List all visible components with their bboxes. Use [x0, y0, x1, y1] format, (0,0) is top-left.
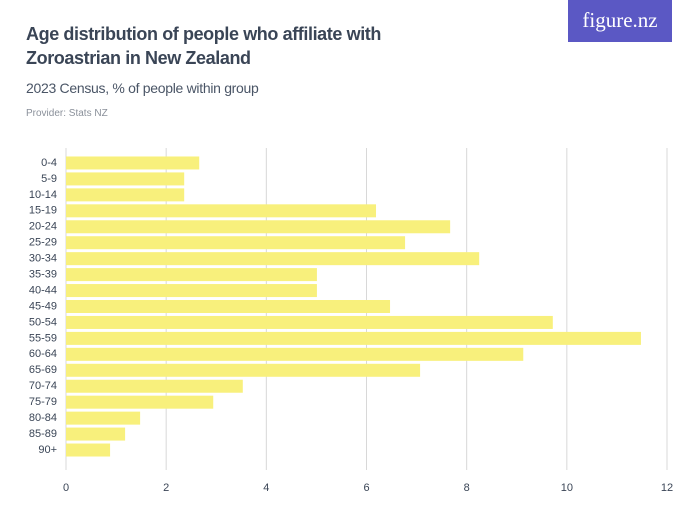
bar	[66, 220, 451, 234]
bar	[66, 252, 480, 266]
bar	[66, 188, 185, 202]
y-tick-label: 75-79	[29, 396, 57, 408]
bar	[66, 315, 553, 329]
y-tick-label: 45-49	[29, 300, 57, 312]
bar	[66, 411, 141, 425]
bar	[66, 443, 111, 457]
brand-logo: figure.nz	[568, 0, 672, 42]
bar	[66, 156, 200, 170]
bar	[66, 268, 317, 282]
y-tick-label: 15-19	[29, 205, 57, 217]
y-tick-label: 65-69	[29, 364, 57, 376]
x-tick-label: 2	[163, 482, 169, 494]
y-tick-label: 40-44	[29, 284, 57, 296]
bar	[66, 379, 243, 393]
bar	[66, 172, 185, 186]
bar	[66, 363, 421, 377]
y-tick-label: 85-89	[29, 428, 57, 440]
bar	[66, 300, 391, 313]
chart-title: Age distribution of people who affiliate…	[26, 24, 381, 68]
bar	[66, 284, 317, 298]
y-tick-label: 30-34	[29, 253, 57, 265]
bar	[66, 236, 406, 250]
y-tick-label: 70-74	[29, 380, 57, 392]
y-tick-label: 25-29	[29, 237, 57, 249]
y-tick-label: 90+	[38, 444, 57, 456]
y-tick-label: 0-4	[41, 157, 57, 169]
x-tick-label: 10	[561, 482, 573, 494]
chart-subtitle: 2023 Census, % of people within group	[26, 80, 259, 96]
y-tick-label: 50-54	[29, 316, 57, 328]
source: Provider: Stats NZ	[26, 108, 108, 119]
x-tick-label: 12	[661, 482, 673, 494]
y-tick-label: 20-24	[29, 221, 57, 233]
bar	[66, 331, 641, 345]
y-tick-label: 35-39	[29, 269, 57, 281]
y-tick-label: 10-14	[29, 189, 57, 201]
y-tick-label: 60-64	[29, 348, 57, 360]
bar	[66, 395, 214, 409]
x-tick-label: 6	[363, 482, 369, 494]
x-tick-label: 4	[263, 482, 269, 494]
bar	[66, 427, 126, 441]
y-tick-label: 80-84	[29, 412, 57, 424]
y-tick-label: 5-9	[41, 173, 57, 185]
bar	[66, 347, 524, 361]
y-tick-label: 55-59	[29, 332, 57, 344]
bar	[66, 204, 377, 218]
x-tick-label: 0	[63, 482, 69, 494]
x-tick-label: 8	[464, 482, 470, 494]
